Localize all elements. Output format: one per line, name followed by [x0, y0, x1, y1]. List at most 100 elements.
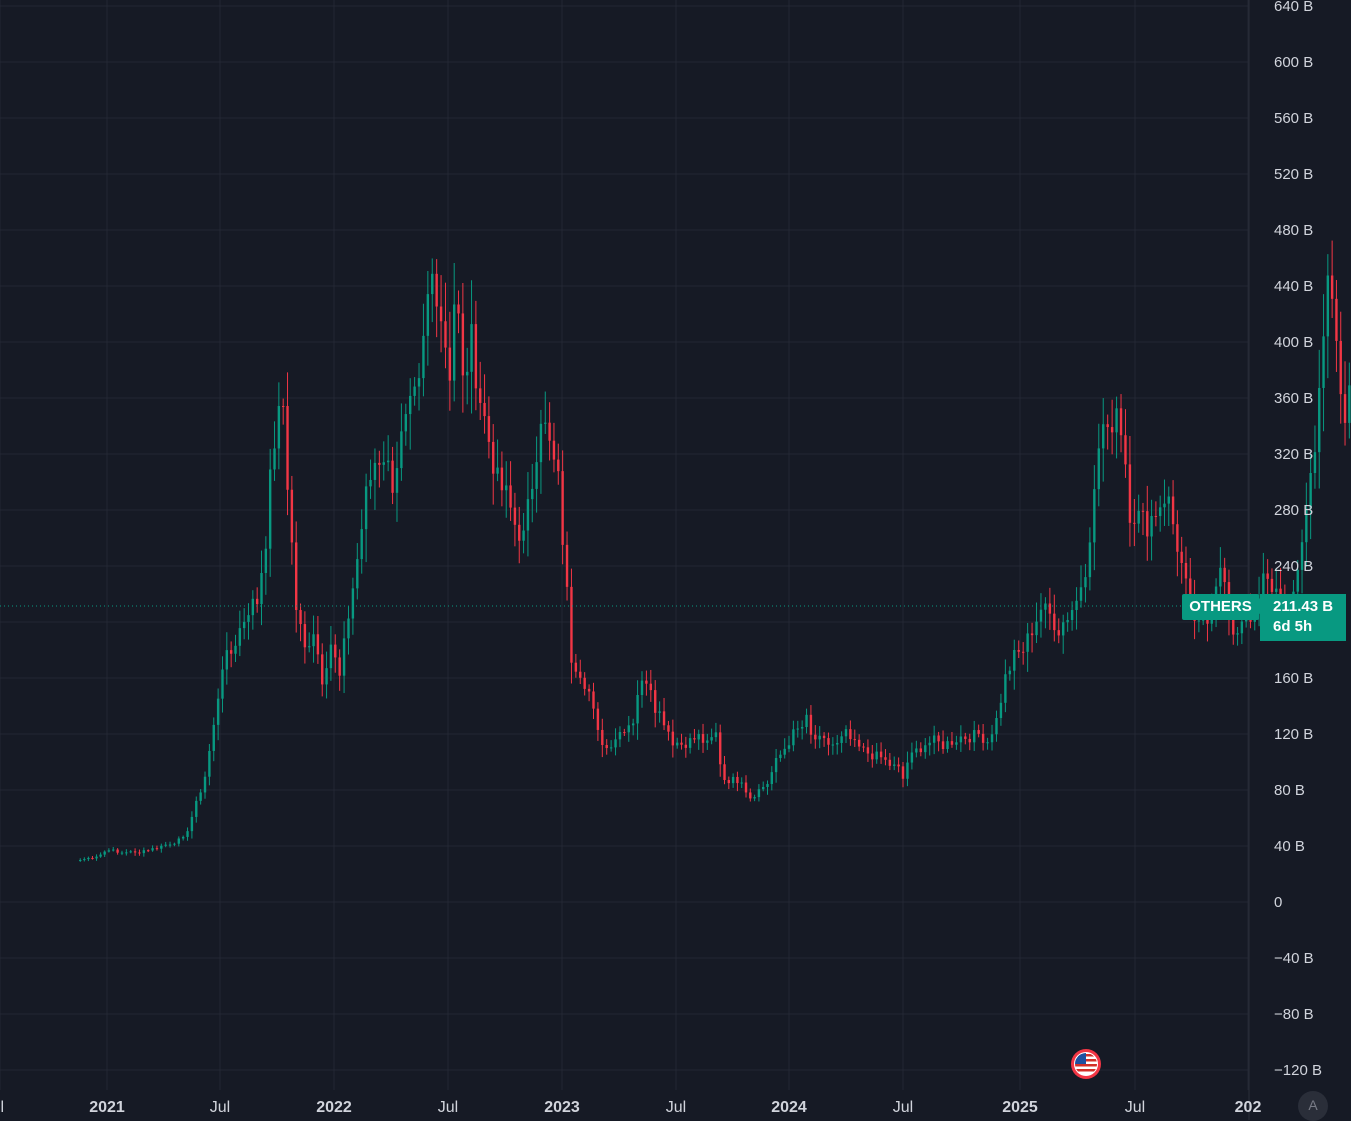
candle-body	[946, 741, 949, 749]
candle-body	[866, 747, 870, 754]
time-tick-label: 2021	[89, 1099, 125, 1116]
candle-body	[649, 683, 653, 691]
candle-body	[906, 762, 909, 779]
candle-body	[893, 764, 896, 766]
price-axis[interactable]: 640 B 600 B 560 B 520 B 480 B 440 B 400 B 360 B…	[1274, 0, 1322, 1079]
candle-body	[1084, 577, 1087, 588]
candle-body	[561, 471, 564, 545]
candle-body	[731, 776, 735, 784]
candle-body	[448, 347, 452, 381]
candle-body	[439, 306, 443, 322]
candle-body	[1176, 524, 1179, 552]
candle-body	[342, 638, 346, 676]
candle-body	[680, 742, 683, 745]
candle-body	[990, 734, 994, 743]
candle-body	[1035, 621, 1038, 636]
candle-body	[636, 694, 639, 724]
candle-body	[539, 423, 543, 463]
candle-body	[924, 745, 927, 753]
candle-body	[809, 714, 813, 735]
candle-body	[736, 776, 739, 784]
candle-body	[919, 748, 923, 753]
price-tick-label: 640 B	[1274, 0, 1313, 15]
time-tick-label: 2023	[544, 1099, 580, 1116]
candle-body	[129, 851, 132, 853]
candle-body	[1300, 542, 1304, 570]
candle-body	[570, 586, 573, 663]
candle-body	[827, 738, 830, 745]
candle-body	[701, 734, 705, 743]
candle-body	[373, 462, 377, 480]
price-tick-label: 480 B	[1274, 222, 1313, 239]
candle-body	[1348, 385, 1351, 423]
candle-body	[142, 850, 146, 854]
candle-body	[557, 459, 560, 472]
candle-body	[879, 751, 883, 758]
candle-body	[535, 462, 538, 489]
candle-body	[1088, 542, 1092, 578]
candle-body	[565, 544, 569, 587]
candle-body	[103, 851, 106, 855]
candle-body	[177, 838, 180, 844]
time-axis[interactable]: l 2021 Jul 2022 Jul 2023 Jul 2024 Jul 2025 Jul 202	[0, 1099, 1261, 1116]
candle-body	[431, 273, 434, 295]
candle-body	[770, 772, 774, 785]
candle-body	[1189, 578, 1192, 599]
candle-body	[901, 766, 905, 779]
price-tick-label: 0	[1274, 894, 1282, 911]
candle-body	[1197, 620, 1201, 622]
candle-body	[1079, 587, 1083, 601]
candle-body	[242, 621, 246, 629]
candle-body	[1062, 622, 1065, 636]
candle-body	[548, 422, 551, 441]
candle-body	[631, 723, 635, 726]
candle-body	[719, 732, 722, 765]
candle-body	[378, 462, 381, 465]
last-price-badge: 211.43 B 6d 5h	[1260, 594, 1346, 641]
candle-body	[1102, 424, 1105, 449]
candle-body	[1206, 619, 1209, 624]
candle-body	[1154, 516, 1158, 518]
candle-body	[1030, 633, 1034, 636]
candle-body	[552, 440, 556, 460]
candle-body	[91, 857, 94, 859]
candle-body	[116, 849, 119, 853]
candle-body	[818, 735, 821, 740]
candle-body	[518, 524, 521, 541]
candle-body	[910, 752, 914, 763]
candle-body	[1270, 578, 1274, 592]
candle-body	[662, 711, 666, 726]
candle-body	[1180, 551, 1183, 563]
candle-body	[757, 789, 761, 798]
candle-body	[1266, 573, 1269, 579]
us-flag-icon[interactable]	[1070, 1048, 1102, 1080]
candle-body	[199, 792, 202, 801]
candle-body	[338, 657, 341, 676]
price-tick-label: 520 B	[1274, 166, 1313, 183]
candle-body	[766, 784, 769, 787]
candle-body	[409, 395, 412, 415]
time-tick-label: Jul	[210, 1099, 230, 1116]
candle-body	[321, 654, 324, 685]
candle-body	[413, 386, 416, 396]
candle-body	[836, 742, 839, 745]
candle-body	[1057, 630, 1060, 636]
candle-body	[596, 708, 600, 730]
auto-scale-button[interactable]: A	[1298, 1091, 1328, 1121]
candle-body	[138, 852, 141, 854]
candle-body	[1236, 633, 1239, 635]
candle-body	[1004, 674, 1007, 703]
candle-body	[714, 732, 718, 738]
time-tick-label: l	[0, 1099, 4, 1116]
candle-body	[1115, 408, 1118, 433]
candle-body	[844, 729, 848, 737]
candle-body	[1110, 427, 1114, 433]
candle-body	[1167, 496, 1170, 504]
candle-body	[195, 800, 198, 817]
candle-body	[964, 736, 967, 739]
candle-body	[404, 414, 408, 432]
candle-body	[457, 304, 460, 314]
candle-body	[950, 741, 954, 745]
